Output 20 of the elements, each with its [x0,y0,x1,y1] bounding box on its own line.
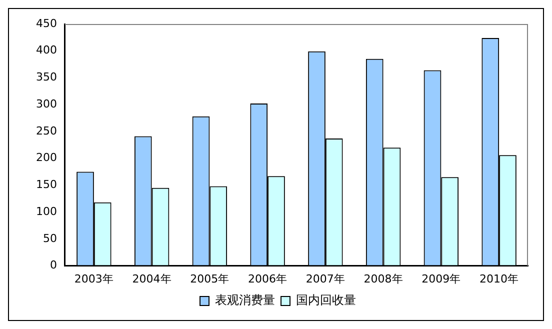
y-tick-label: 300 [36,97,57,110]
y-tick-label: 150 [36,178,57,192]
x-tick-label: 2007年 [306,272,345,286]
x-tick-label: 2006年 [248,272,288,286]
y-tick-label: 200 [36,151,57,164]
y-tick-label: 50 [42,232,57,245]
x-tick-label: 2008年 [364,272,403,286]
x-tick-label: 2003年 [74,272,114,286]
y-tick-label: 450 [36,16,57,30]
y-tick-label: 100 [36,204,57,218]
x-tick-label: 2009年 [422,272,461,286]
x-tick-label: 2005年 [190,272,230,286]
y-tick-label: 0 [50,258,57,272]
y-tick-label: 250 [36,124,57,138]
y-tick-label: 400 [36,44,57,57]
y-tick-label: 350 [36,70,57,84]
x-tick-label: 2010年 [480,272,519,286]
legend-label: 表观消费量 [215,293,275,308]
x-tick-label: 2004年 [132,272,172,286]
legend-label: 国内回收量 [296,293,356,308]
